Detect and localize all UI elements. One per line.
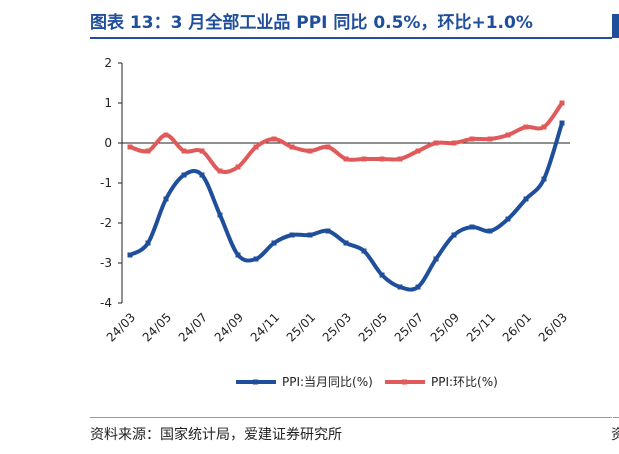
data-point-ppi-mom: [541, 124, 547, 130]
data-point-ppi-yoy: [559, 120, 565, 126]
legend-label-ppi-yoy: PPI:当月同比(%): [282, 375, 373, 389]
legend-marker-ppi-mom: [402, 379, 407, 385]
series-line-ppi-yoy: [128, 121, 564, 292]
data-point-ppi-yoy: [505, 216, 511, 222]
data-point-ppi-mom: [235, 164, 241, 170]
x-tick-label: 24/05: [140, 310, 174, 344]
chart-title: 图表 13：3 月全部工业品 PPI 同比 0.5%，环比+1.0%: [90, 13, 533, 33]
data-point-ppi-mom: [307, 148, 313, 154]
data-point-ppi-yoy: [163, 196, 169, 202]
data-point-ppi-mom: [145, 148, 151, 154]
y-tick-label: -2: [100, 216, 112, 230]
data-point-ppi-mom: [127, 144, 133, 150]
data-point-ppi-mom: [559, 100, 565, 106]
y-tick-label: 1: [104, 96, 112, 110]
source-note: 资料来源：国家统计局，爱建证券研究所: [90, 427, 342, 443]
data-point-ppi-mom: [487, 136, 493, 142]
data-point-ppi-yoy: [541, 176, 547, 182]
data-point-ppi-mom: [415, 148, 421, 154]
series-line-ppi-mom: [128, 101, 564, 175]
data-point-ppi-mom: [397, 156, 403, 162]
legend-label-ppi-mom: PPI:环比(%): [431, 375, 498, 389]
x-tick-label: 26/03: [536, 310, 570, 344]
y-tick-label: -1: [100, 176, 112, 190]
data-point-ppi-mom: [451, 140, 457, 146]
data-point-ppi-mom: [325, 144, 331, 150]
y-tick-label: 0: [104, 136, 112, 150]
data-point-ppi-yoy: [253, 256, 259, 262]
data-point-ppi-yoy: [325, 228, 331, 234]
y-tick-label: 2: [104, 56, 112, 70]
next-chart-footer-rule: [613, 417, 619, 418]
x-tick-label: 25/03: [320, 310, 354, 344]
data-point-ppi-mom: [505, 132, 511, 138]
data-point-ppi-yoy: [415, 284, 421, 290]
data-point-ppi-yoy: [361, 248, 367, 254]
next-chart-edge: [612, 14, 619, 38]
data-point-ppi-mom: [433, 140, 439, 146]
title-rule: [90, 37, 612, 39]
data-point-ppi-mom: [181, 148, 187, 154]
data-point-ppi-yoy: [199, 172, 205, 178]
data-point-ppi-mom: [163, 132, 169, 138]
data-point-ppi-yoy: [523, 196, 529, 202]
x-tick-label: 25/05: [356, 310, 390, 344]
data-point-ppi-yoy: [343, 240, 349, 246]
data-point-ppi-yoy: [469, 224, 475, 230]
data-point-ppi-mom: [217, 168, 223, 174]
data-point-ppi-mom: [253, 144, 259, 150]
footer-rule: [90, 417, 612, 418]
data-point-ppi-yoy: [289, 232, 295, 238]
y-axis: 2 1 0 -1 -2 -3 -4: [100, 56, 123, 310]
data-point-ppi-yoy: [379, 272, 385, 278]
data-point-ppi-yoy: [451, 232, 457, 238]
data-point-ppi-yoy: [397, 284, 403, 290]
data-point-ppi-mom: [523, 124, 529, 130]
data-point-ppi-yoy: [487, 228, 493, 234]
y-tick-label: -3: [100, 256, 112, 270]
x-tick-label: 24/03: [104, 310, 138, 344]
data-point-ppi-yoy: [235, 252, 241, 258]
data-point-ppi-mom: [343, 156, 349, 162]
x-tick-label: 24/11: [248, 310, 282, 344]
data-point-ppi-yoy: [307, 232, 313, 238]
x-tick-label: 24/09: [212, 310, 246, 344]
data-point-ppi-yoy: [145, 240, 151, 246]
data-point-ppi-mom: [379, 156, 385, 162]
x-axis: 24/03 24/05 24/07 24/09 24/11 25/01 25/03 25/05…: [104, 142, 570, 345]
y-tick-label: -4: [100, 296, 112, 310]
next-chart-source-edge: 资: [611, 427, 619, 443]
data-point-ppi-yoy: [433, 256, 439, 262]
x-tick-label: 24/07: [176, 310, 210, 344]
x-tick-label: 25/07: [392, 310, 426, 344]
data-point-ppi-yoy: [127, 252, 133, 258]
x-tick-label: 25/09: [428, 310, 462, 344]
series-layer: [127, 100, 565, 292]
legend-marker-ppi-yoy: [253, 379, 258, 385]
data-point-ppi-mom: [469, 136, 475, 142]
legend: PPI:当月同比(%) PPI:环比(%): [236, 375, 498, 389]
data-point-ppi-mom: [271, 136, 277, 142]
data-point-ppi-yoy: [271, 240, 277, 246]
data-point-ppi-mom: [361, 156, 367, 162]
data-point-ppi-yoy: [217, 212, 223, 218]
x-tick-label: 26/01: [500, 310, 534, 344]
data-point-ppi-mom: [199, 148, 205, 154]
data-point-ppi-yoy: [181, 172, 187, 178]
x-tick-label: 25/11: [464, 310, 498, 344]
x-tick-label: 25/01: [284, 310, 318, 344]
data-point-ppi-mom: [289, 144, 295, 150]
